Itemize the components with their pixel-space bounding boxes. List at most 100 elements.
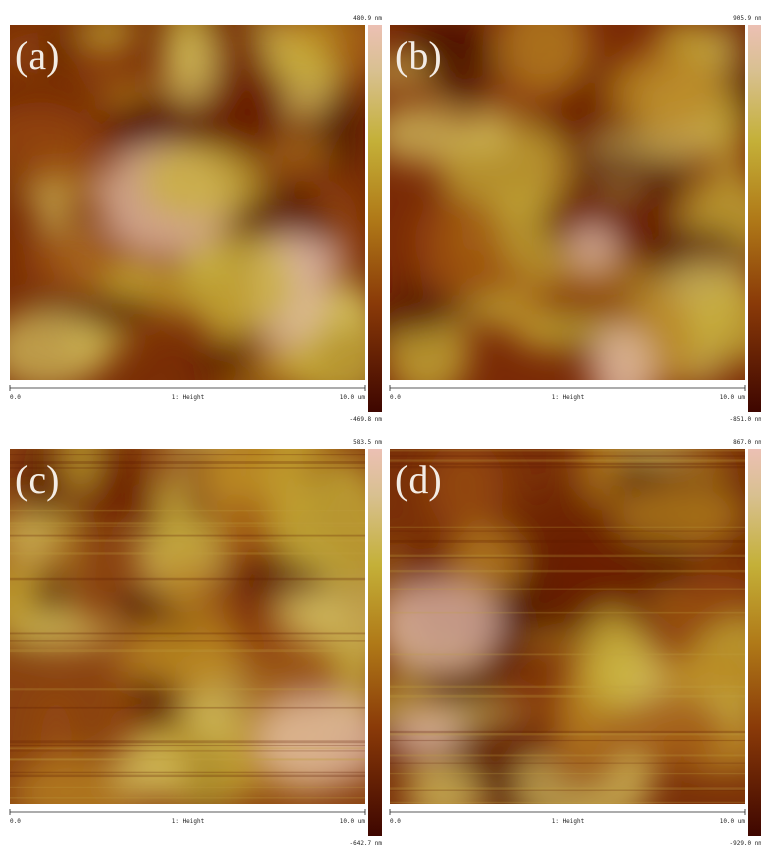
scan-line — [390, 462, 745, 465]
scan-line — [390, 787, 745, 791]
scan-line — [10, 786, 365, 788]
scan-line — [390, 732, 745, 736]
color-bar — [748, 25, 761, 412]
blob — [137, 144, 264, 220]
scan-line — [390, 465, 745, 469]
blob — [403, 25, 487, 73]
scan-line — [390, 455, 745, 457]
blob — [578, 449, 624, 504]
scale-max: 480.9 nm — [353, 15, 382, 22]
blob — [10, 102, 102, 191]
blob — [25, 222, 113, 298]
blob — [160, 552, 208, 621]
scale-min: -469.8 nm — [349, 416, 382, 423]
scan-line — [390, 789, 745, 791]
blob — [512, 315, 618, 351]
scan-line — [10, 797, 365, 799]
blob — [685, 287, 745, 363]
scan-line — [10, 759, 365, 761]
blob — [566, 223, 619, 269]
blob — [234, 596, 265, 632]
scan-line — [390, 569, 745, 573]
afm-image — [390, 449, 745, 804]
blob — [580, 607, 643, 713]
scan-line — [390, 539, 745, 543]
afm-panel: 0.0 1: Height 10.0 um 583.5 nm -642.7 nm (c) — [9, 439, 382, 846]
panel-label: (a) — [15, 33, 59, 78]
blob — [199, 342, 251, 379]
x-start: 0.0 — [390, 394, 401, 401]
scale-max: 867.0 nm — [733, 439, 761, 446]
scan-line — [390, 556, 745, 559]
scan-line — [10, 632, 365, 635]
blob — [390, 580, 503, 669]
color-bar — [368, 449, 382, 836]
blob — [322, 281, 365, 328]
texture — [390, 25, 745, 380]
blob — [64, 449, 99, 495]
scan-line — [390, 754, 745, 757]
channel: 1: Height — [552, 394, 585, 401]
scan-line — [390, 801, 745, 804]
blob — [116, 588, 178, 627]
x-end: 10.0 um — [720, 818, 746, 825]
blob — [14, 614, 115, 650]
scale-min: -642.7 nm — [349, 840, 382, 846]
scan-line — [10, 577, 365, 581]
blob — [274, 480, 365, 588]
blob — [37, 37, 80, 70]
channel: 1: Height — [172, 818, 205, 825]
scan-line — [10, 706, 365, 709]
panel-label: (c) — [15, 457, 59, 502]
blob — [497, 25, 590, 89]
channel: 1: Height — [172, 394, 205, 401]
blob — [655, 657, 745, 695]
afm-image — [10, 25, 365, 380]
scan-line — [10, 649, 365, 653]
blob — [472, 712, 560, 762]
scan-line — [390, 694, 745, 698]
scan-line — [10, 509, 365, 512]
scan-line — [390, 449, 745, 452]
blob — [613, 481, 744, 547]
panel-label: (b) — [395, 33, 442, 78]
scan-line — [10, 525, 365, 527]
color-bar — [748, 449, 761, 836]
blob — [414, 194, 508, 287]
blob — [390, 102, 469, 165]
scan-line — [10, 461, 365, 464]
scan-line — [10, 539, 365, 542]
blob — [449, 525, 520, 602]
blob — [111, 741, 183, 800]
scan-line — [390, 730, 745, 734]
scan-line — [10, 747, 365, 750]
blob — [533, 539, 663, 626]
x-start: 0.0 — [10, 394, 21, 401]
texture — [10, 449, 365, 804]
scan-line — [10, 522, 365, 525]
scan-line — [10, 740, 365, 744]
scan-line — [10, 744, 365, 747]
afm-image — [390, 25, 745, 380]
afm-panel: 0.0 1: Height 10.0 um 480.9 nm -469.8 nm (a) — [9, 15, 382, 423]
blob — [325, 25, 365, 78]
blob — [10, 309, 106, 380]
afm-image — [10, 449, 365, 804]
panel-label: (d) — [395, 457, 442, 502]
afm-panel: 0.0 1: Height 10.0 um 905.9 nm -851.0 nm (b) — [389, 15, 761, 423]
blob — [34, 567, 70, 617]
blob — [426, 449, 505, 532]
blob — [406, 761, 482, 804]
scan-line — [390, 772, 745, 775]
blob — [10, 507, 56, 565]
blob — [164, 29, 218, 108]
scale-min: -929.0 nm — [729, 840, 761, 846]
blob — [224, 561, 332, 594]
scan-line — [10, 467, 365, 469]
scan-line — [10, 454, 365, 456]
afm-panel: 0.0 1: Height 10.0 um 867.0 nm -929.0 nm (d) — [389, 439, 761, 846]
blob — [574, 151, 656, 185]
scan-line — [10, 750, 365, 752]
